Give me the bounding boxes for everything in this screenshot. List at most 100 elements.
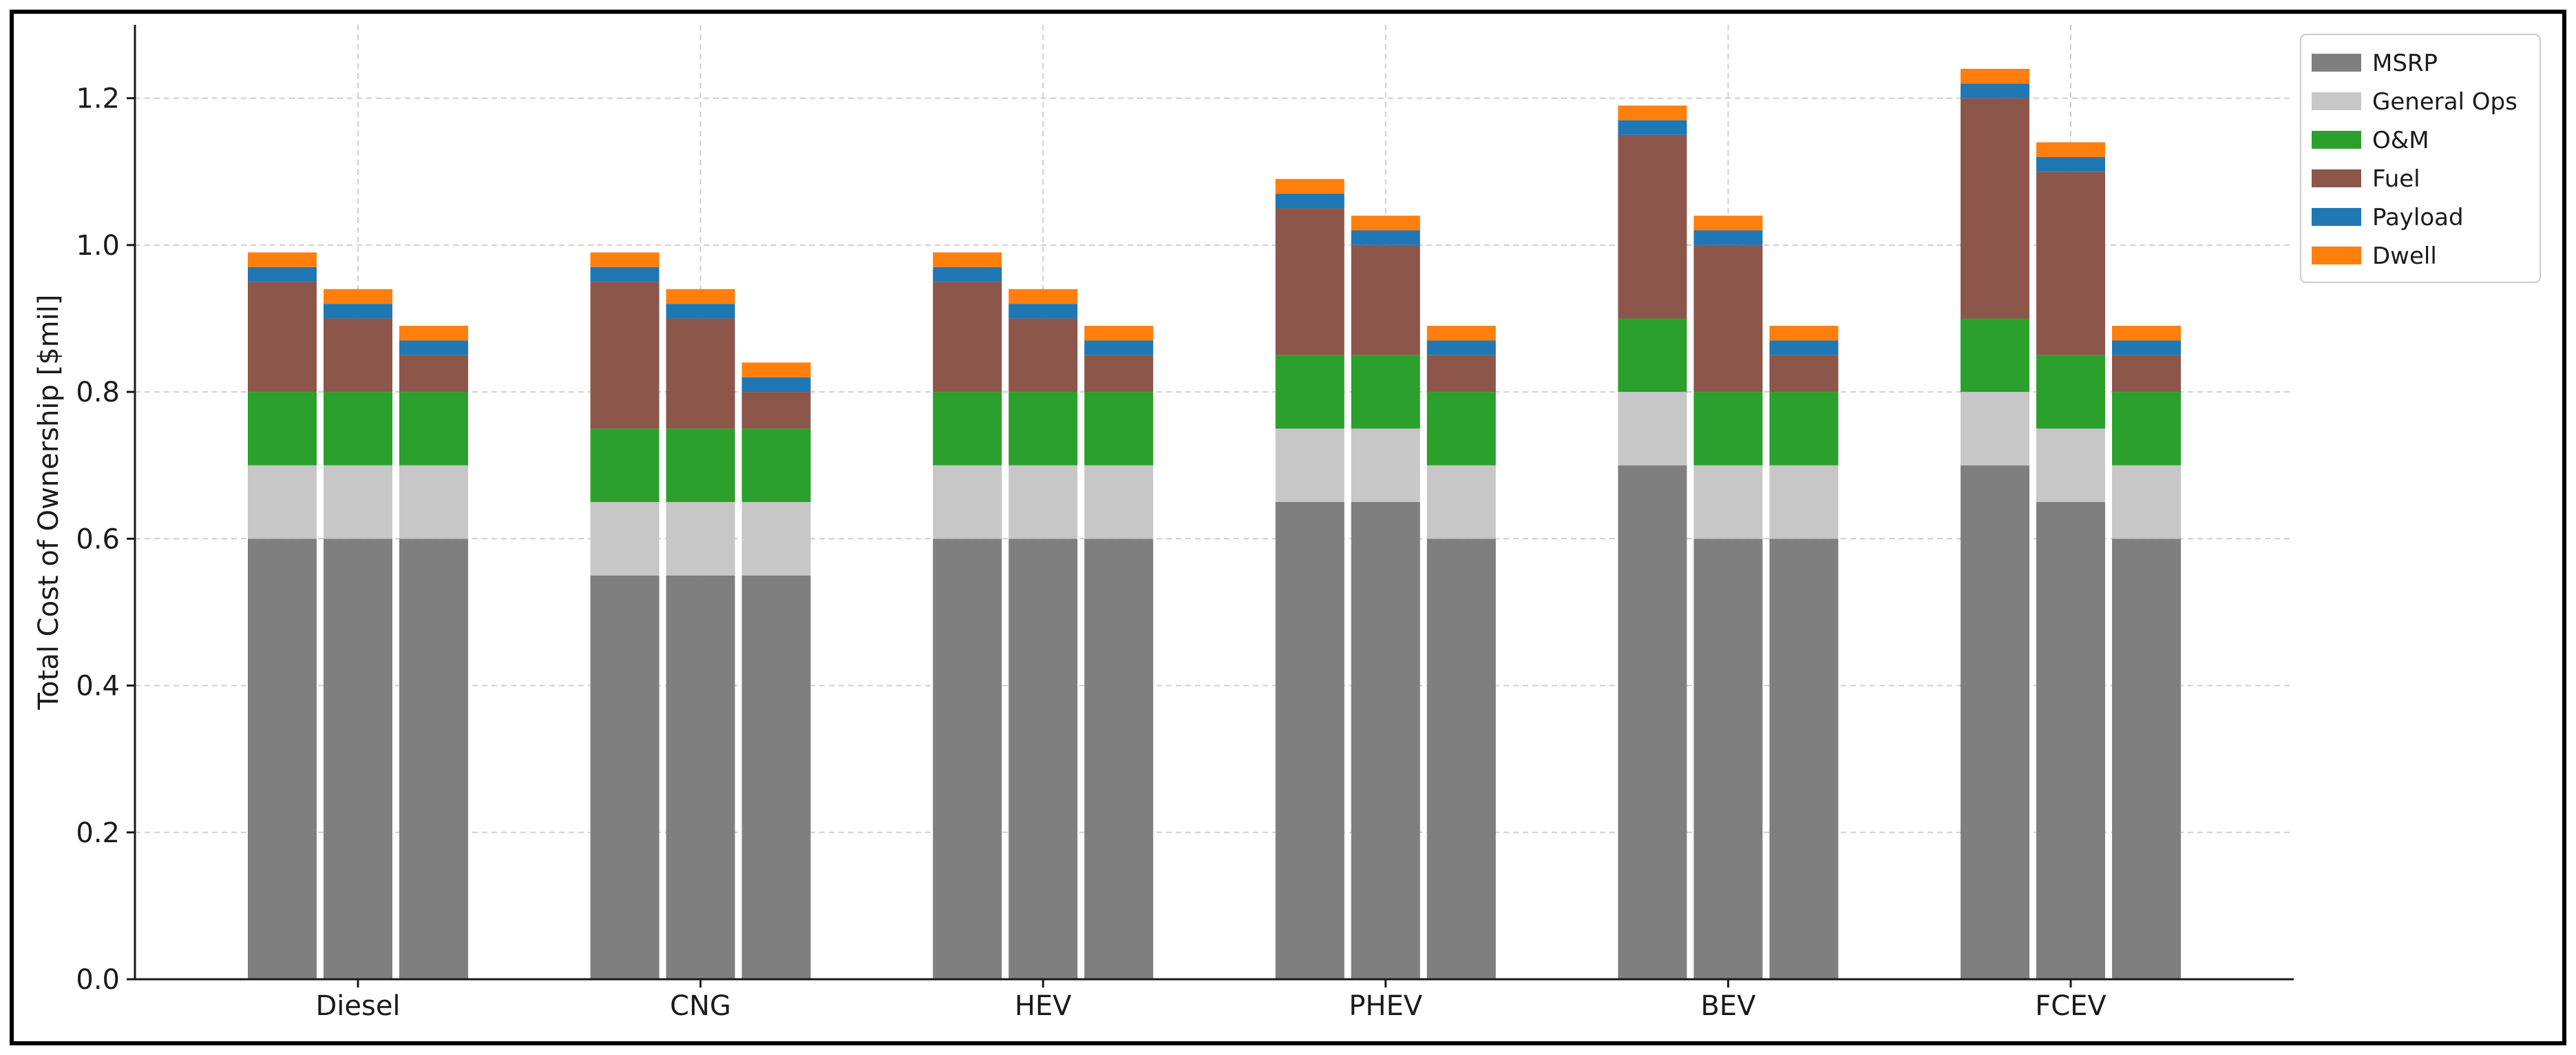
bar-segment-msrp [1618,465,1687,979]
bar-segment-fuel [1426,355,1496,393]
bar-segment-fuel [1693,244,1763,393]
bar-segment-payload [590,267,659,282]
y-tick-label: 1.0 [76,230,120,262]
bar-segment-general-ops [2112,465,2181,539]
x-tick-label: HEV [1015,990,1072,1022]
bar-segment-dwell [590,252,659,267]
bar-segment-o-m [1084,392,1154,466]
x-tick-label: PHEV [1349,990,1422,1022]
bar-segment-o-m [590,428,659,502]
legend-swatch [2312,247,2361,264]
bar-segment-general-ops [324,465,392,539]
legend-swatch [2312,208,2361,226]
bar-segment-o-m [1351,355,1420,429]
bar-segment-o-m [1618,318,1687,393]
bar-segment-payload [399,340,468,355]
bar-segment-dwell [1618,105,1687,121]
bar-segment-general-ops [1275,428,1344,502]
bar-segment-o-m [666,428,735,502]
y-tick-label: 0.2 [76,817,120,849]
bar-segment-payload [1351,230,1420,245]
bar-segment-o-m [2112,392,2181,466]
bar-segment-o-m [1009,392,1078,466]
bar-segment-dwell [1693,216,1763,231]
y-tick-label: 0.4 [76,671,120,702]
bar-segment-o-m [248,392,317,466]
bar-segment-payload [248,267,317,282]
bar-segment-dwell [933,252,1002,267]
bar-segment-o-m [1693,392,1763,466]
bar-segment-dwell [399,326,468,341]
bar-segment-fuel [1009,318,1078,393]
bar-segment-general-ops [1961,392,2029,466]
bar-segment-msrp [1084,539,1154,979]
bar-segment-dwell [666,289,735,304]
legend-label: Fuel [2372,165,2420,193]
bar-segment-msrp [324,539,392,979]
bar-segment-fuel [666,318,735,429]
bar-segment-fuel [2112,355,2181,393]
bar-segment-fuel [1618,134,1687,319]
bar-segment-general-ops [399,465,468,539]
bar-segment-fuel [741,392,811,429]
bar-segment-general-ops [1426,465,1496,539]
bar-segment-dwell [1009,289,1078,304]
bar-segment-dwell [1769,326,1839,341]
y-tick-label: 0.6 [76,523,120,555]
bar-segment-dwell [1084,326,1154,341]
bar-segment-o-m [399,392,468,466]
bar-segment-msrp [1351,502,1420,979]
bar-segment-o-m [933,392,1002,466]
bar-segment-msrp [1009,539,1078,979]
y-tick-label: 0.0 [76,964,120,996]
bar-segment-dwell [1961,68,2029,84]
bar-segment-payload [741,377,811,393]
bar-segment-o-m [1275,355,1344,429]
bar-segment-o-m [741,428,811,502]
bar-segment-msrp [2112,539,2181,979]
bar-segment-dwell [741,362,811,377]
bar-segment-fuel [590,282,659,429]
bar-segment-general-ops [2036,428,2105,502]
bar-segment-payload [324,304,392,319]
bar-segment-payload [666,304,735,319]
bar-segment-dwell [1351,216,1420,231]
bar-segment-payload [1275,194,1344,209]
bar-segment-o-m [1961,318,2029,393]
bar-segment-general-ops [666,502,735,576]
y-tick-label: 0.8 [76,377,120,408]
bars-layer [248,68,2181,979]
bar-segment-general-ops [1351,428,1420,502]
bar-segment-fuel [399,355,468,393]
bar-segment-msrp [590,575,659,979]
legend-label: MSRP [2372,50,2438,77]
x-tick-label: BEV [1700,990,1756,1022]
bar-segment-msrp [248,539,317,979]
legend-swatch [2312,54,2361,72]
legend-label: O&M [2372,127,2429,154]
legend-swatch [2312,92,2361,110]
bar-segment-general-ops [933,465,1002,539]
axes-layer: 0.0 0.2 0.4 0.6 0.8 1.0 1.2 Diesel CNG HEV PHEV BEV… [76,25,2294,1022]
bar-segment-msrp [1769,539,1839,979]
bar-segment-payload [1769,340,1839,355]
bar-segment-o-m [2036,355,2105,429]
bar-segment-dwell [2112,326,2181,341]
legend-label: Payload [2372,204,2464,231]
bar-segment-fuel [324,318,392,393]
bar-segment-payload [1961,83,2029,98]
bar-segment-msrp [1426,539,1496,979]
bar-segment-o-m [1426,392,1496,466]
legend-label: Dwell [2372,242,2437,270]
bar-segment-dwell [1275,178,1344,194]
bar-segment-msrp [1275,502,1344,979]
bar-segment-o-m [1769,392,1839,466]
x-tick-label: Diesel [315,990,400,1022]
figure-frame: 0.0 0.2 0.4 0.6 0.8 1.0 1.2 Diesel CNG HEV PHEV BEV… [10,10,2566,1045]
bar-segment-payload [933,267,1002,282]
bar-segment-dwell [324,289,392,304]
x-tick-label: CNG [670,990,731,1022]
bar-segment-msrp [1961,465,2029,979]
bar-segment-general-ops [1009,465,1078,539]
bar-segment-payload [2112,340,2181,355]
